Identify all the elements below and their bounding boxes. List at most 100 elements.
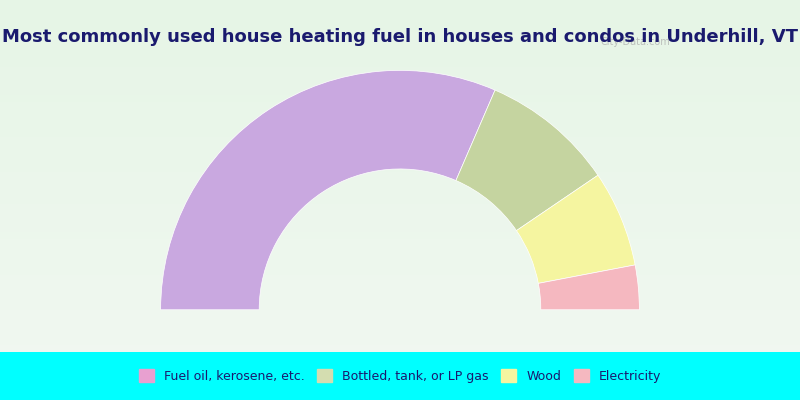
Bar	[0, 148, 800, 151]
Bar	[0, 98, 800, 102]
Bar	[0, 84, 800, 88]
Bar	[0, 225, 800, 229]
Bar	[0, 109, 800, 113]
Bar	[0, 299, 800, 303]
Bar	[0, 172, 800, 176]
Bar	[0, 320, 800, 324]
Bar	[0, 310, 800, 313]
Bar	[0, 215, 800, 218]
Bar	[0, 67, 800, 70]
Bar	[0, 260, 800, 264]
Bar	[0, 70, 800, 74]
Bar	[0, 257, 800, 260]
Bar	[0, 197, 800, 201]
Legend: Fuel oil, kerosene, etc., Bottled, tank, or LP gas, Wood, Electricity: Fuel oil, kerosene, etc., Bottled, tank,…	[133, 363, 667, 389]
Bar	[0, 7, 800, 10]
Bar	[0, 46, 800, 49]
Bar	[0, 42, 800, 46]
Bar	[0, 127, 800, 130]
Bar	[0, 21, 800, 25]
Bar	[0, 264, 800, 268]
Bar	[0, 271, 800, 274]
Bar	[0, 63, 800, 67]
Bar	[0, 289, 800, 292]
Bar	[0, 180, 800, 183]
Bar	[0, 176, 800, 180]
Bar	[0, 106, 800, 109]
Bar	[0, 166, 800, 169]
Bar	[0, 25, 800, 28]
Bar	[0, 278, 800, 282]
Bar	[0, 296, 800, 299]
Bar	[0, 137, 800, 141]
Bar	[0, 236, 800, 239]
Bar	[0, 74, 800, 78]
Bar	[0, 338, 800, 342]
Bar	[0, 120, 800, 123]
Bar	[0, 151, 800, 155]
Bar	[0, 268, 800, 271]
Bar	[0, 123, 800, 127]
Bar	[0, 4, 800, 7]
Bar	[0, 141, 800, 144]
Bar	[0, 246, 800, 250]
Bar	[0, 239, 800, 243]
Bar	[0, 218, 800, 222]
Bar	[0, 56, 800, 60]
Bar	[0, 232, 800, 236]
Bar	[0, 324, 800, 327]
Bar	[0, 134, 800, 137]
Bar	[0, 162, 800, 166]
Bar	[0, 53, 800, 56]
Bar	[0, 229, 800, 232]
Bar	[0, 211, 800, 215]
Bar	[0, 10, 800, 14]
Text: City-Data.com: City-Data.com	[601, 37, 670, 47]
Bar	[0, 306, 800, 310]
Bar	[0, 14, 800, 18]
Bar	[0, 116, 800, 120]
Bar	[0, 49, 800, 53]
Bar	[0, 274, 800, 278]
Bar	[0, 39, 800, 42]
Bar	[0, 144, 800, 148]
Bar	[0, 81, 800, 84]
Bar	[0, 32, 800, 35]
Bar	[0, 194, 800, 197]
Bar	[0, 201, 800, 204]
Bar	[0, 348, 800, 352]
Bar	[0, 282, 800, 285]
Bar	[0, 130, 800, 134]
Bar	[0, 331, 800, 334]
Wedge shape	[161, 70, 495, 310]
Bar	[0, 28, 800, 32]
Bar	[0, 60, 800, 63]
Bar	[0, 0, 800, 4]
Bar	[0, 292, 800, 296]
Bar	[0, 334, 800, 338]
Bar	[0, 92, 800, 95]
Wedge shape	[456, 90, 598, 231]
Bar	[0, 95, 800, 98]
Bar	[0, 250, 800, 254]
Bar	[0, 303, 800, 306]
Bar	[0, 183, 800, 186]
Bar	[0, 204, 800, 208]
Bar	[0, 327, 800, 331]
Bar	[0, 186, 800, 190]
Bar	[0, 208, 800, 211]
Bar	[0, 113, 800, 116]
Bar	[0, 317, 800, 320]
Bar	[0, 102, 800, 106]
Bar	[0, 254, 800, 257]
Text: Most commonly used house heating fuel in houses and condos in Underhill, VT: Most commonly used house heating fuel in…	[2, 28, 798, 46]
Bar	[0, 243, 800, 246]
Wedge shape	[517, 175, 635, 283]
Wedge shape	[538, 265, 639, 310]
Bar	[0, 169, 800, 172]
Bar	[0, 342, 800, 345]
Bar	[0, 345, 800, 348]
Bar	[0, 78, 800, 81]
Bar	[0, 155, 800, 158]
Bar	[0, 285, 800, 289]
